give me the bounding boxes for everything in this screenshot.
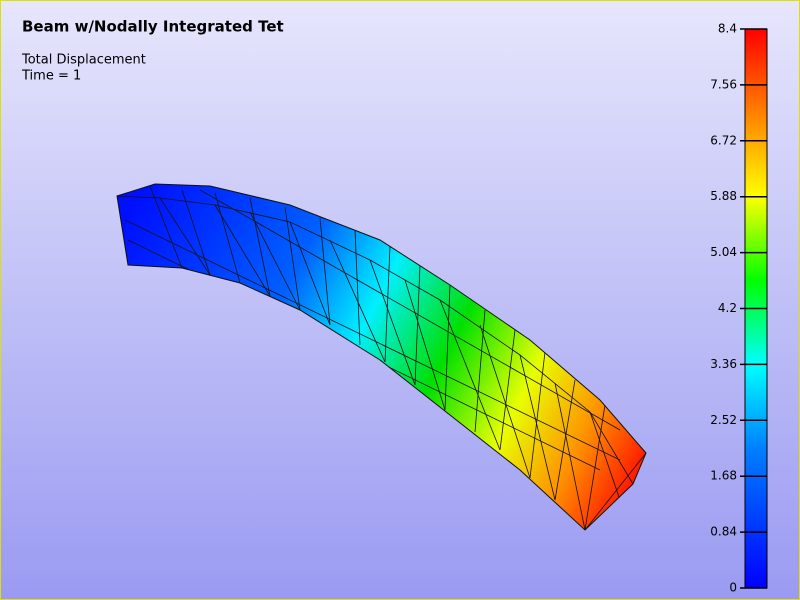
beam-model	[116, 183, 647, 531]
variable-label: Total Displacement	[21, 53, 146, 68]
tick-label: 5.04	[710, 245, 737, 259]
tick-label: 7.56	[710, 77, 737, 91]
title: Beam w/Nodally Integrated Tet	[22, 18, 284, 36]
tick-label: 3.36	[710, 357, 737, 371]
mesh	[117, 185, 646, 530]
tick-label: 0	[729, 581, 737, 595]
tick-label: 5.88	[710, 189, 737, 203]
tick-label: 2.52	[710, 413, 737, 427]
tick-label: 1.68	[710, 469, 737, 483]
tick-label: 6.72	[710, 133, 737, 147]
tick-label: 8.4	[718, 22, 737, 36]
tick-label: 4.2	[718, 301, 737, 315]
color-legend: 8.4 7.56 6.72 5.88 5.04 4.2 3.36 2.52 1.68 0.84 0	[710, 22, 768, 595]
time-label: Time = 1	[21, 69, 81, 84]
tick-label: 0.84	[710, 525, 737, 539]
